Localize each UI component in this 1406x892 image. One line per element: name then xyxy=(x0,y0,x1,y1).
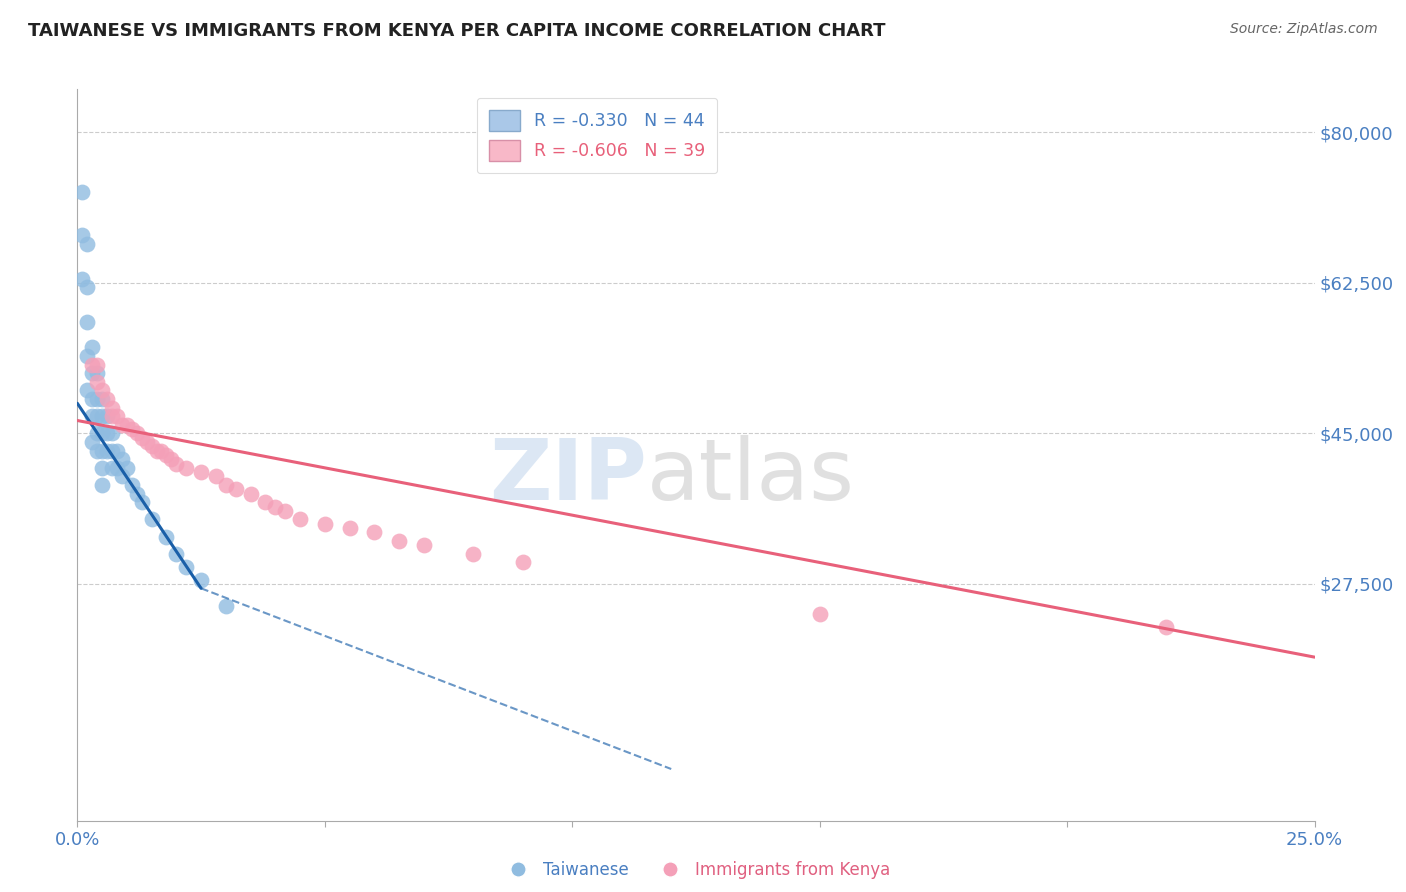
Point xyxy=(239,486,262,500)
Point xyxy=(96,443,118,458)
Point xyxy=(145,443,167,458)
Point xyxy=(314,516,336,531)
Point xyxy=(135,435,157,450)
Point xyxy=(96,392,118,406)
Point xyxy=(288,512,311,526)
Point xyxy=(82,358,104,372)
Point xyxy=(86,358,108,372)
Point xyxy=(808,607,831,621)
Point xyxy=(101,401,124,415)
Point xyxy=(91,426,114,441)
Point xyxy=(86,426,108,441)
Point xyxy=(111,469,134,483)
Point xyxy=(105,443,128,458)
Point xyxy=(86,375,108,389)
Point xyxy=(105,460,128,475)
Point xyxy=(339,521,361,535)
Point xyxy=(91,478,114,492)
Point xyxy=(76,314,98,328)
Point xyxy=(165,547,187,561)
Point xyxy=(141,512,163,526)
Point xyxy=(388,533,411,548)
Point xyxy=(82,340,104,354)
Point xyxy=(155,530,177,544)
Point xyxy=(160,452,183,467)
Point xyxy=(101,443,124,458)
Point xyxy=(72,271,94,285)
Point xyxy=(412,538,434,552)
Point xyxy=(125,426,148,441)
Point xyxy=(215,478,238,492)
Point xyxy=(1154,620,1177,634)
Point xyxy=(91,443,114,458)
Point xyxy=(91,384,114,398)
Point xyxy=(225,483,247,497)
Point xyxy=(96,409,118,424)
Point xyxy=(363,525,385,540)
Point xyxy=(125,486,148,500)
Point xyxy=(76,280,98,294)
Point xyxy=(215,599,238,613)
Point xyxy=(111,417,134,432)
Point xyxy=(76,384,98,398)
Point xyxy=(111,452,134,467)
Point xyxy=(150,443,173,458)
Point xyxy=(82,409,104,424)
Point xyxy=(205,469,228,483)
Point xyxy=(190,573,212,587)
Point xyxy=(155,448,177,462)
Point xyxy=(96,426,118,441)
Point xyxy=(274,504,297,518)
Point xyxy=(463,547,485,561)
Point xyxy=(86,392,108,406)
Point xyxy=(101,426,124,441)
Point xyxy=(121,422,143,436)
Point xyxy=(131,495,153,509)
Point xyxy=(91,460,114,475)
Point xyxy=(131,431,153,445)
Point xyxy=(101,460,124,475)
Point xyxy=(86,409,108,424)
Text: atlas: atlas xyxy=(647,435,855,518)
Point xyxy=(86,443,108,458)
Point xyxy=(254,495,277,509)
Point xyxy=(72,186,94,200)
Text: TAIWANESE VS IMMIGRANTS FROM KENYA PER CAPITA INCOME CORRELATION CHART: TAIWANESE VS IMMIGRANTS FROM KENYA PER C… xyxy=(28,22,886,40)
Point xyxy=(121,478,143,492)
Point xyxy=(512,556,534,570)
Point xyxy=(76,237,98,252)
Point xyxy=(76,349,98,363)
Point xyxy=(72,228,94,243)
Point xyxy=(86,366,108,380)
Point xyxy=(82,435,104,450)
Point xyxy=(82,366,104,380)
Point xyxy=(174,559,197,574)
Point xyxy=(115,460,138,475)
Text: Source: ZipAtlas.com: Source: ZipAtlas.com xyxy=(1230,22,1378,37)
Point xyxy=(105,409,128,424)
Point xyxy=(165,457,187,471)
Point xyxy=(264,500,287,514)
Point xyxy=(115,417,138,432)
Point xyxy=(91,392,114,406)
Point xyxy=(190,465,212,479)
Point xyxy=(141,439,163,453)
Point xyxy=(91,409,114,424)
Point xyxy=(82,392,104,406)
Point xyxy=(174,460,197,475)
Text: ZIP: ZIP xyxy=(489,435,647,518)
Legend: Taiwanese, Immigrants from Kenya: Taiwanese, Immigrants from Kenya xyxy=(495,855,897,886)
Point xyxy=(101,409,124,424)
